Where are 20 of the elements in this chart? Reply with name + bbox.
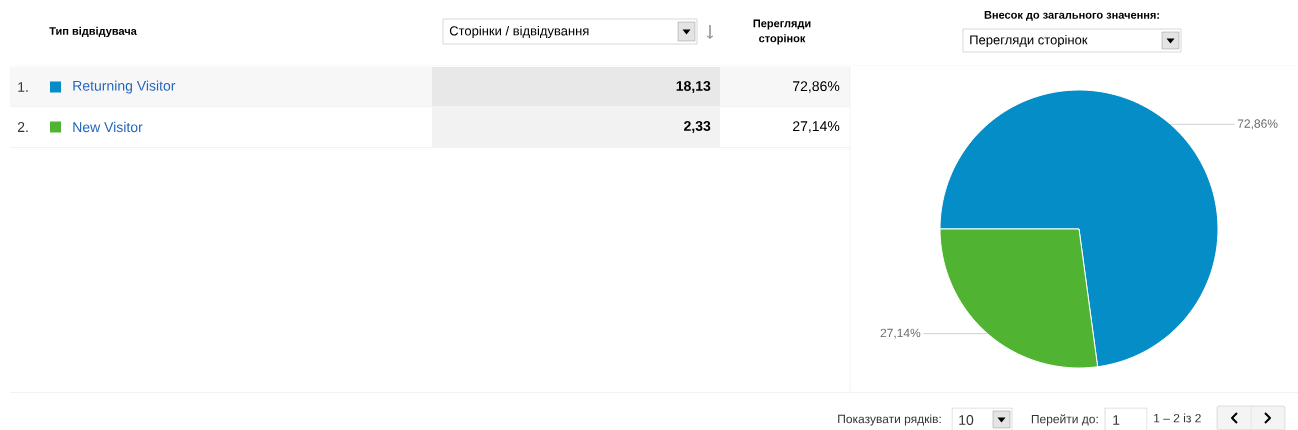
- data-label: 27,14%: [880, 328, 921, 339]
- chart-title: Внесок до загального значення:: [984, 11, 1159, 21]
- text: 72,86%: [793, 81, 840, 93]
- text: 10: [959, 415, 974, 425]
- text: 18,13: [676, 81, 711, 93]
- text: 1 – 2 із 2: [1154, 413, 1201, 423]
- text: 1: [1113, 415, 1120, 425]
- text: Перегляди сторінок: [753, 19, 811, 45]
- legend-label: Returning Visitor: [73, 80, 176, 94]
- text: Показувати рядків:: [838, 414, 941, 426]
- text: Тип відвідувача: [49, 26, 137, 38]
- text: 1.: [18, 82, 28, 92]
- legend-label: New Visitor: [73, 121, 143, 133]
- text: Перейти до:: [1031, 414, 1098, 426]
- text: 2,33: [684, 121, 711, 133]
- chart-subtitle: Перегляди сторінок: [970, 34, 1088, 48]
- data-label: 72,86%: [1237, 119, 1278, 130]
- text: Сторінки / відвідування: [449, 25, 589, 39]
- text: 27,14%: [793, 121, 840, 133]
- text: 2.: [17, 122, 28, 132]
